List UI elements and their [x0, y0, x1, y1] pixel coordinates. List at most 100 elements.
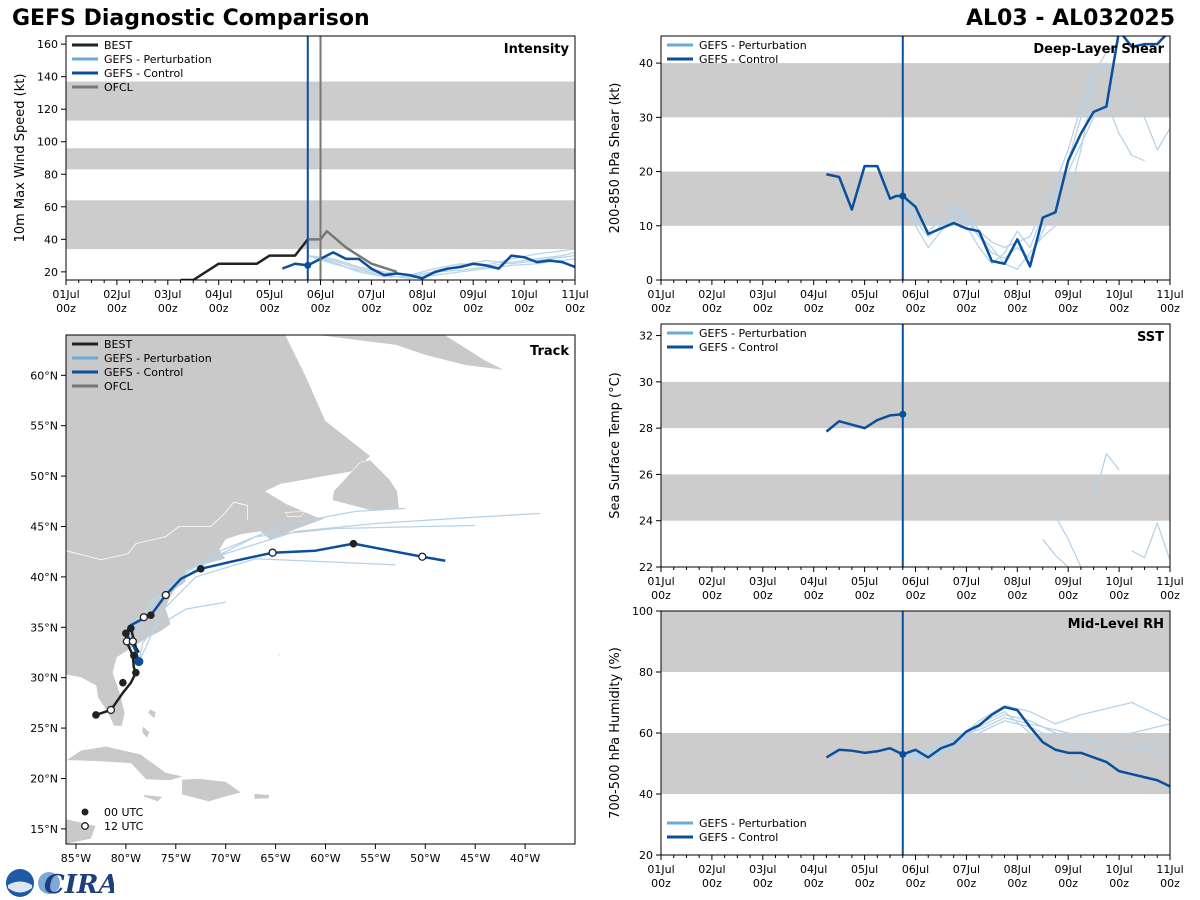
legend-label: GEFS - Control	[104, 67, 183, 80]
x-tick-label: 07Jul	[953, 863, 980, 876]
x-tick-label: 04Jul	[205, 288, 232, 301]
marker-00utc	[92, 711, 100, 719]
panel-shear: 01Jul00z02Jul00z03Jul00z04Jul00z05Jul00z…	[608, 35, 1184, 315]
x-tick-label: 03Jul	[749, 288, 776, 301]
y-tick-label: 45°N	[30, 521, 58, 534]
y-tick-label: 32	[639, 330, 653, 343]
x-tick-label: 00z	[906, 877, 926, 890]
legend-label: GEFS - Control	[104, 366, 183, 379]
plot-area	[661, 324, 1170, 567]
x-tick-label: 00z	[565, 302, 585, 315]
y-axis-label: Sea Surface Temp (°C)	[608, 372, 623, 519]
marker-current-position	[134, 657, 144, 667]
land-central-america	[66, 818, 97, 844]
marker-00utc	[119, 678, 127, 687]
land-bermuda	[277, 653, 280, 656]
panel-rh: 01Jul00z02Jul00z03Jul00z04Jul00z05Jul00z…	[608, 605, 1184, 890]
x-tick-label: 10Jul	[1105, 288, 1132, 301]
x-tick-label: 00z	[1058, 877, 1078, 890]
map-area	[66, 335, 541, 844]
legend-label: OFCL	[104, 380, 134, 393]
panel-sst: 01Jul00z02Jul00z03Jul00z04Jul00z05Jul00z…	[608, 323, 1184, 602]
series-gefs-perturbation	[902, 62, 1170, 249]
land-bahamas	[141, 725, 151, 739]
plot-area	[66, 36, 575, 280]
figure-title: GEFS Diagnostic Comparison	[12, 6, 370, 31]
x-tick-label: 50°W	[410, 852, 440, 865]
x-tick-label: 05Jul	[851, 863, 878, 876]
x-tick-label: 00z	[1109, 877, 1129, 890]
x-tick-label: 01Jul	[52, 288, 79, 301]
map-frame	[65, 334, 576, 845]
y-tick-label: 20	[44, 266, 58, 279]
x-tick-label: 00z	[702, 877, 722, 890]
x-tick-label: 00z	[804, 302, 824, 315]
x-tick-label: 00z	[855, 877, 875, 890]
y-tick-label: 50°N	[30, 470, 58, 483]
legend-marker-00utc	[81, 808, 89, 816]
series-gefs-perturbation	[1093, 452, 1120, 503]
y-tick-label: 160	[37, 38, 58, 51]
y-tick-label: 35°N	[30, 621, 58, 634]
x-tick-label: 00z	[463, 302, 483, 315]
storm-id: AL03 - AL032025	[966, 6, 1175, 31]
legend-label: GEFS - Control	[699, 341, 778, 354]
x-tick-label: 80°W	[111, 852, 141, 865]
x-tick-label: 00z	[753, 877, 773, 890]
x-tick-label: 11Jul	[1156, 575, 1183, 588]
x-tick-label: 03Jul	[749, 863, 776, 876]
series-gefs-perturbation	[902, 416, 916, 427]
series-gefs-perturbation	[307, 254, 575, 280]
marker-12utc	[139, 613, 148, 622]
legend-label: 00 UTC	[104, 806, 144, 819]
legend-label: GEFS - Perturbation	[699, 39, 807, 52]
x-tick-label: 10Jul	[1105, 863, 1132, 876]
y-tick-label: 60°N	[30, 369, 58, 382]
y-tick-label: 100	[37, 136, 58, 149]
x-tick-label: 01Jul	[647, 863, 674, 876]
x-tick-label: 60°W	[310, 852, 340, 865]
x-tick-label: 45°W	[460, 852, 490, 865]
x-tick-label: 00z	[1007, 589, 1027, 602]
x-tick-label: 00z	[1109, 589, 1129, 602]
legend-label: GEFS - Control	[699, 53, 778, 66]
x-tick-label: 07Jul	[953, 575, 980, 588]
land-pei	[285, 511, 307, 517]
init-point	[304, 261, 312, 269]
y-tick-label: 80	[44, 168, 58, 181]
x-tick-label: 05Jul	[851, 288, 878, 301]
x-tick-label: 05Jul	[851, 575, 878, 588]
marker-00utc	[132, 668, 140, 677]
x-tick-label: 00z	[702, 589, 722, 602]
x-tick-label: 00z	[804, 877, 824, 890]
y-tick-label: 55°N	[30, 420, 58, 433]
y-tick-label: 15°N	[30, 823, 58, 836]
land-puerto-rico	[253, 793, 270, 800]
x-tick-label: 65°W	[260, 852, 290, 865]
x-tick-label: 08Jul	[1004, 863, 1031, 876]
panel-intensity: 01Jul00z02Jul00z03Jul00z04Jul00z05Jul00z…	[13, 35, 589, 315]
x-tick-label: 02Jul	[698, 288, 725, 301]
x-tick-label: 09Jul	[460, 288, 487, 301]
legend-label: GEFS - Perturbation	[699, 817, 807, 830]
x-tick-label: 00z	[158, 302, 178, 315]
category-band	[661, 381, 1170, 429]
series-gefs-perturbation	[1042, 538, 1069, 567]
legend-label: OFCL	[104, 81, 134, 94]
x-tick-label: 00z	[1058, 589, 1078, 602]
init-point	[899, 750, 907, 758]
land-cuba	[66, 745, 184, 781]
x-tick-label: 10Jul	[510, 288, 537, 301]
x-tick-label: 08Jul	[409, 288, 436, 301]
x-tick-label: 00z	[651, 877, 671, 890]
y-tick-label: 40	[639, 788, 653, 801]
y-axis-label: 200-850 hPa Shear (kt)	[608, 83, 623, 234]
x-tick-label: 00z	[804, 589, 824, 602]
x-tick-label: 00z	[311, 302, 331, 315]
x-tick-label: 07Jul	[953, 288, 980, 301]
series-gefs-perturbation	[902, 717, 1170, 758]
x-tick-label: 00z	[1160, 877, 1180, 890]
category-band	[661, 63, 1170, 118]
x-tick-label: 70°W	[210, 852, 240, 865]
x-tick-label: 00z	[855, 302, 875, 315]
